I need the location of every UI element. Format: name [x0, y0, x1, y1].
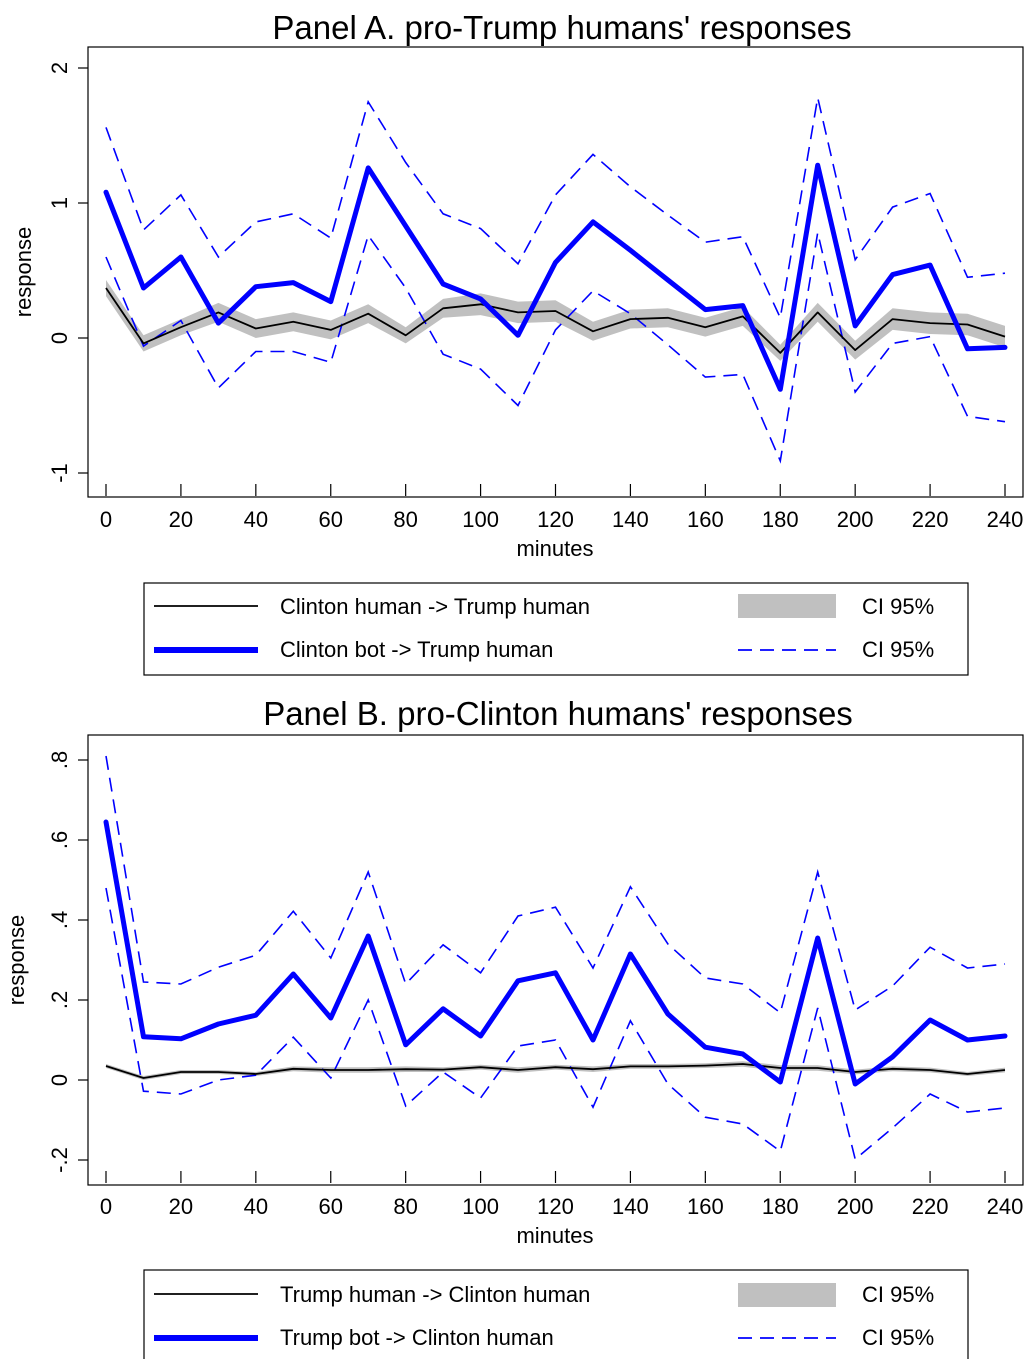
ci-upper-bot-dashed	[105, 755, 1006, 1015]
plot-area	[103, 755, 1008, 1161]
ci-band-human	[106, 280, 1005, 361]
x-axis-label: minutes	[516, 1223, 593, 1248]
ci-upper-bot-dashed	[105, 97, 1006, 321]
panel-a: Panel A. pro-Trump humans' responses res…	[11, 9, 1024, 676]
legend: Clinton human -> Trump human CI 95% Clin…	[143, 582, 969, 676]
y-tick-label: .6	[47, 831, 72, 849]
ci-lower-bot-dashed	[105, 887, 1006, 1161]
ci-band-human	[106, 1061, 1005, 1080]
y-tick-label: -1	[47, 463, 72, 483]
series-line-bot	[103, 162, 1008, 392]
legend-label-ci-dashed: CI 95%	[862, 1325, 934, 1350]
y-tick-label: -.2	[47, 1147, 72, 1173]
legend-label-ci-band: CI 95%	[862, 1282, 934, 1307]
x-tick-label: 80	[393, 1194, 417, 1219]
panel-b: Panel B. pro-Clinton humans' responses r…	[4, 695, 1024, 1359]
x-tick-label: 20	[169, 507, 193, 532]
x-tick-label: 0	[100, 1194, 112, 1219]
x-axis-label: minutes	[516, 536, 593, 561]
chart-title: Panel A. pro-Trump humans' responses	[272, 9, 851, 46]
legend-box	[143, 582, 969, 676]
x-tick-label: 240	[987, 1194, 1024, 1219]
plot-frame	[87, 734, 1024, 1186]
x-tick-label: 160	[687, 1194, 724, 1219]
chart-title: Panel B. pro-Clinton humans' responses	[263, 695, 853, 732]
x-tick-label: 200	[837, 507, 874, 532]
y-axis-label: response	[4, 915, 29, 1006]
legend-label-human: Clinton human -> Trump human	[280, 594, 590, 619]
legend-label-bot: Clinton bot -> Trump human	[280, 637, 553, 662]
x-tick-label: 80	[393, 507, 417, 532]
y-tick-label: 2	[47, 62, 72, 74]
x-tick-label: 40	[244, 507, 268, 532]
series-line-human	[105, 287, 1006, 354]
y-tick-label: .8	[47, 751, 72, 769]
y-tick-label: .2	[47, 991, 72, 1009]
x-tick-label: 140	[612, 1194, 649, 1219]
x-tick-label: 100	[462, 1194, 499, 1219]
legend-box	[143, 1269, 969, 1359]
legend-label-human: Trump human -> Clinton human	[280, 1282, 590, 1307]
legend-key-ci-band	[738, 594, 836, 618]
legend-key-ci-band	[738, 1283, 836, 1307]
series-line-bot	[103, 819, 1008, 1087]
x-tick-label: 180	[762, 1194, 799, 1219]
legend-label-ci-band: CI 95%	[862, 594, 934, 619]
x-tick-label: 120	[537, 507, 574, 532]
x-tick-label: 60	[319, 507, 343, 532]
plot-frame	[87, 46, 1024, 498]
x-tick-label: 220	[912, 507, 949, 532]
x-tick-label: 20	[169, 1194, 193, 1219]
plot-area	[103, 97, 1008, 464]
x-tick-label: 200	[837, 1194, 874, 1219]
x-tick-label: 220	[912, 1194, 949, 1219]
y-tick-label: 0	[47, 332, 72, 344]
x-tick-label: 120	[537, 1194, 574, 1219]
axes: 0 20 40 60 80 100 120 140 160 180 200 220 240 -.2 0 .2.…	[47, 751, 1023, 1219]
x-tick-label: 100	[462, 507, 499, 532]
y-tick-label: .4	[47, 911, 72, 929]
x-tick-label: 160	[687, 507, 724, 532]
x-tick-label: 60	[319, 1194, 343, 1219]
x-tick-label: 40	[244, 1194, 268, 1219]
x-tick-label: 180	[762, 507, 799, 532]
ci-lower-bot-dashed	[105, 232, 1006, 464]
series-line-human	[105, 1063, 1006, 1079]
x-tick-label: 240	[987, 507, 1024, 532]
x-tick-label: 0	[100, 507, 112, 532]
x-tick-label: 140	[612, 507, 649, 532]
legend: Trump human -> Clinton human CI 95% Trum…	[143, 1269, 969, 1359]
legend-label-ci-dashed: CI 95%	[862, 637, 934, 662]
legend-label-bot: Trump bot -> Clinton human	[280, 1325, 554, 1350]
y-tick-label: 1	[47, 197, 72, 209]
axes: 0 20 40 60 80 100 120 140 160 180 200 220 240 -1 0 1 2	[47, 62, 1023, 532]
y-axis-label: response	[11, 227, 36, 318]
y-tick-label: 0	[47, 1074, 72, 1086]
